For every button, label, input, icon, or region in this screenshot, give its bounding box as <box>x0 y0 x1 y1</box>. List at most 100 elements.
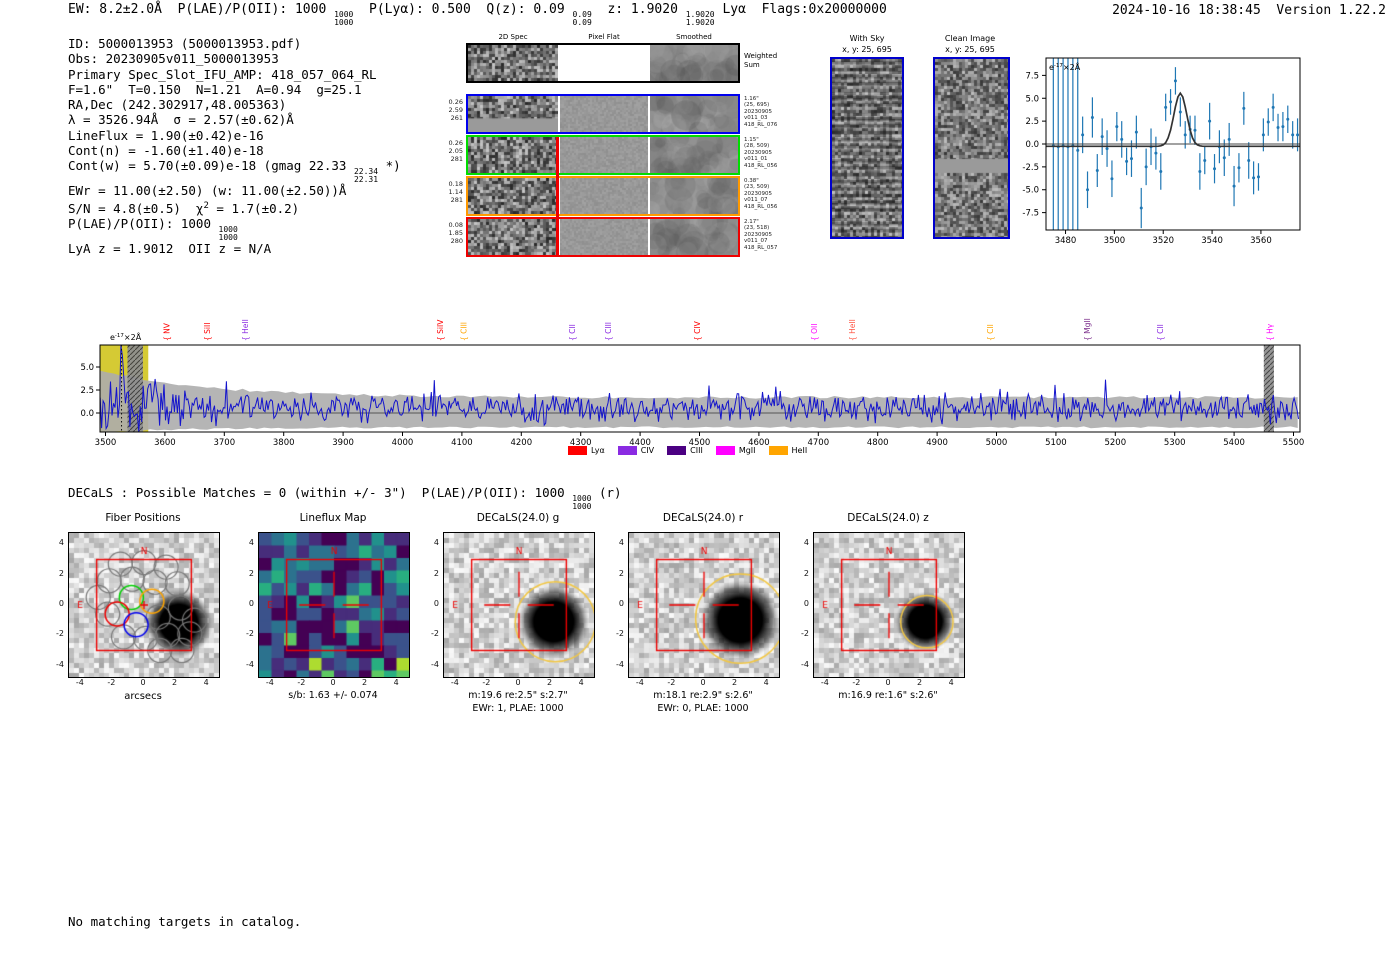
hatch-band <box>1263 345 1274 432</box>
header-text: P(Lyα): 0.500 Q(z): 0.09 <box>353 2 573 17</box>
cutout-title-0: Fiber Positions <box>105 512 181 524</box>
header-fraction-top: 1000 <box>334 10 354 19</box>
cutout-ytick: -4 <box>801 659 809 669</box>
x-tick-label: 3520 <box>1152 236 1174 246</box>
info-line-13-text: LyA z = 1.9012 OII z = N/A <box>68 241 272 257</box>
data-point <box>1281 125 1285 129</box>
info-line-7-text: LineFlux = 1.90(±0.42)e-16 <box>68 127 264 143</box>
cutout-xtick: -4 <box>265 678 274 687</box>
legend-item-MgII: MgII <box>715 446 756 455</box>
sky-panel-subtitle-0: x, y: 25, 695 <box>842 45 892 54</box>
legend-label-HeII: HeII <box>791 446 808 455</box>
data-point <box>1232 184 1236 188</box>
data-point <box>1173 79 1177 83</box>
spec2d-right-label-line: 20230905 <box>744 231 772 238</box>
x-tick-label: 3540 <box>1201 236 1223 246</box>
info-line-9-fraction: 22.34 22.31 <box>354 168 378 183</box>
footer-line-1: No matching targets in catalog. <box>68 914 302 929</box>
data-point <box>1134 130 1138 134</box>
spec2d-pixelflat-canvas-row2 <box>560 137 648 173</box>
data-point <box>1095 169 1099 173</box>
cutout-caption-4: m:16.9 re:1.6" s:2.6" <box>838 690 938 701</box>
line-label-CII: { CII <box>986 324 995 341</box>
info-line-5-text: RA,Dec (242.302917,48.005363) <box>68 97 287 113</box>
data-point <box>1208 119 1212 123</box>
header-fraction-bottom: 1000 <box>334 17 354 27</box>
info-line-11-sup: 2 <box>203 200 209 211</box>
info-line-11-text: = 1.7(±0.2) <box>208 200 300 216</box>
cutout-xtick: 4 <box>203 678 209 687</box>
cutout-xtick: -4 <box>820 678 829 687</box>
spec2d-pixelflat-canvas-row1 <box>560 96 648 132</box>
x-tick-label: 5400 <box>1223 438 1245 448</box>
cutout-xtick: 2 <box>547 678 553 687</box>
decals-fraction-bottom: 1000 <box>572 501 592 511</box>
data-point <box>1090 115 1094 119</box>
legend-item-Lyα: Lyα <box>568 446 605 455</box>
decals-fraction: 1000 1000 <box>572 495 591 510</box>
cutout-xtick: 0 <box>700 678 706 687</box>
info-line-6-text: λ = 3526.94Å σ = 2.57(±0.62)Å <box>68 112 294 128</box>
cutout-xtick: -2 <box>297 678 306 687</box>
legend-item-CIII: CIII <box>667 446 703 455</box>
spec2d-row-3 <box>466 176 740 216</box>
cutout-xtick: 2 <box>732 678 738 687</box>
x-tick-label: 3500 <box>1104 236 1126 246</box>
y-tick-label: 5.0 <box>80 363 94 373</box>
x-tick-label: 4600 <box>748 438 770 448</box>
spec2d-left-label-line: 0.08 <box>448 221 463 229</box>
spec2d-col-title-smoothed: Smoothed <box>676 33 712 41</box>
spec2d-pixelflat-canvas-row3 <box>560 178 648 214</box>
info-line-11-text: S/N = 4.8(±0.5) χ <box>68 200 204 216</box>
x-tick-label: 4300 <box>570 438 592 448</box>
cutout-xtick: 2 <box>917 678 923 687</box>
cutout-xtick: 0 <box>140 678 146 687</box>
cutout-xlabel-0: arcsecs <box>124 691 162 702</box>
spec2d-left-label-line: 2.59 <box>448 106 463 114</box>
cutout-ytick: -2 <box>801 629 809 639</box>
data-point <box>1139 206 1143 210</box>
spec2d-left-label-line: 0.18 <box>448 180 463 188</box>
cutout-xtick: -4 <box>635 678 644 687</box>
decorative: -17 <box>1054 63 1063 69</box>
decals-matches-line: DECaLS : Possible Matches = 0 (within +/… <box>68 485 622 510</box>
spec2d-right-label-line: (25, 695) <box>744 102 770 109</box>
cutout-xtick: 4 <box>393 678 399 687</box>
spec2d-left-label-line: 281 <box>450 155 463 163</box>
data-point <box>1100 135 1104 139</box>
info-line-8-text: Cont(n) = -1.60(±1.40)e-18 <box>68 143 264 159</box>
spec2d-right-label-line: 20230905 <box>744 149 772 156</box>
cutout-ytick: -4 <box>431 659 439 669</box>
y-tick-label: -7.5 <box>1022 209 1039 219</box>
spec2d-smoothed-canvas-row3 <box>650 178 738 214</box>
cutout-xtick: -4 <box>75 678 84 687</box>
data-point <box>1159 169 1163 173</box>
sky-panel-title-0: With Sky <box>849 34 885 43</box>
info-line-7: LineFlux = 1.90(±0.42)e-16 <box>68 128 401 143</box>
line-label-CIV: { CIV <box>693 320 702 341</box>
data-point <box>1247 158 1251 162</box>
info-line-12-fraction-top: 1000 <box>218 225 238 235</box>
info-line-12: P(LAE)/P(OII): 1000 1000 1000 <box>68 216 401 241</box>
data-point <box>1178 110 1182 114</box>
data-point <box>1110 177 1114 181</box>
header-fraction-bottom: 1.9020 <box>685 17 715 27</box>
cutout-caption-1: s/b: 1.63 +/- 0.074 <box>288 690 378 701</box>
cutout-title-3: DECaLS(24.0) r <box>662 512 744 524</box>
data-point <box>1105 147 1109 151</box>
data-point <box>1256 175 1260 179</box>
data-point <box>1164 105 1168 109</box>
header-text: Lyα Flags:0x20000000 <box>714 2 887 17</box>
cutout-xtick: 4 <box>763 678 769 687</box>
x-tick-label: 4400 <box>629 438 651 448</box>
info-line-2: Obs: 20230905v011_5000013953 <box>68 51 401 66</box>
info-line-1: ID: 5000013953 (5000013953.pdf) <box>68 36 401 51</box>
cutout-ytick: -2 <box>616 629 624 639</box>
data-point <box>1076 148 1080 152</box>
line-fit-zoom-plot: 3480 3500 3520 3540 3560 -7.5 -5.0 -2.5 0.0 2.5 5.… <box>1022 57 1301 246</box>
cutout-ytick: 4 <box>248 538 254 548</box>
cutout-ytick: -4 <box>246 659 254 669</box>
spec2d-right-label-line: 418_RL_056 <box>744 162 778 169</box>
cutout-canvas-1 <box>258 532 410 678</box>
